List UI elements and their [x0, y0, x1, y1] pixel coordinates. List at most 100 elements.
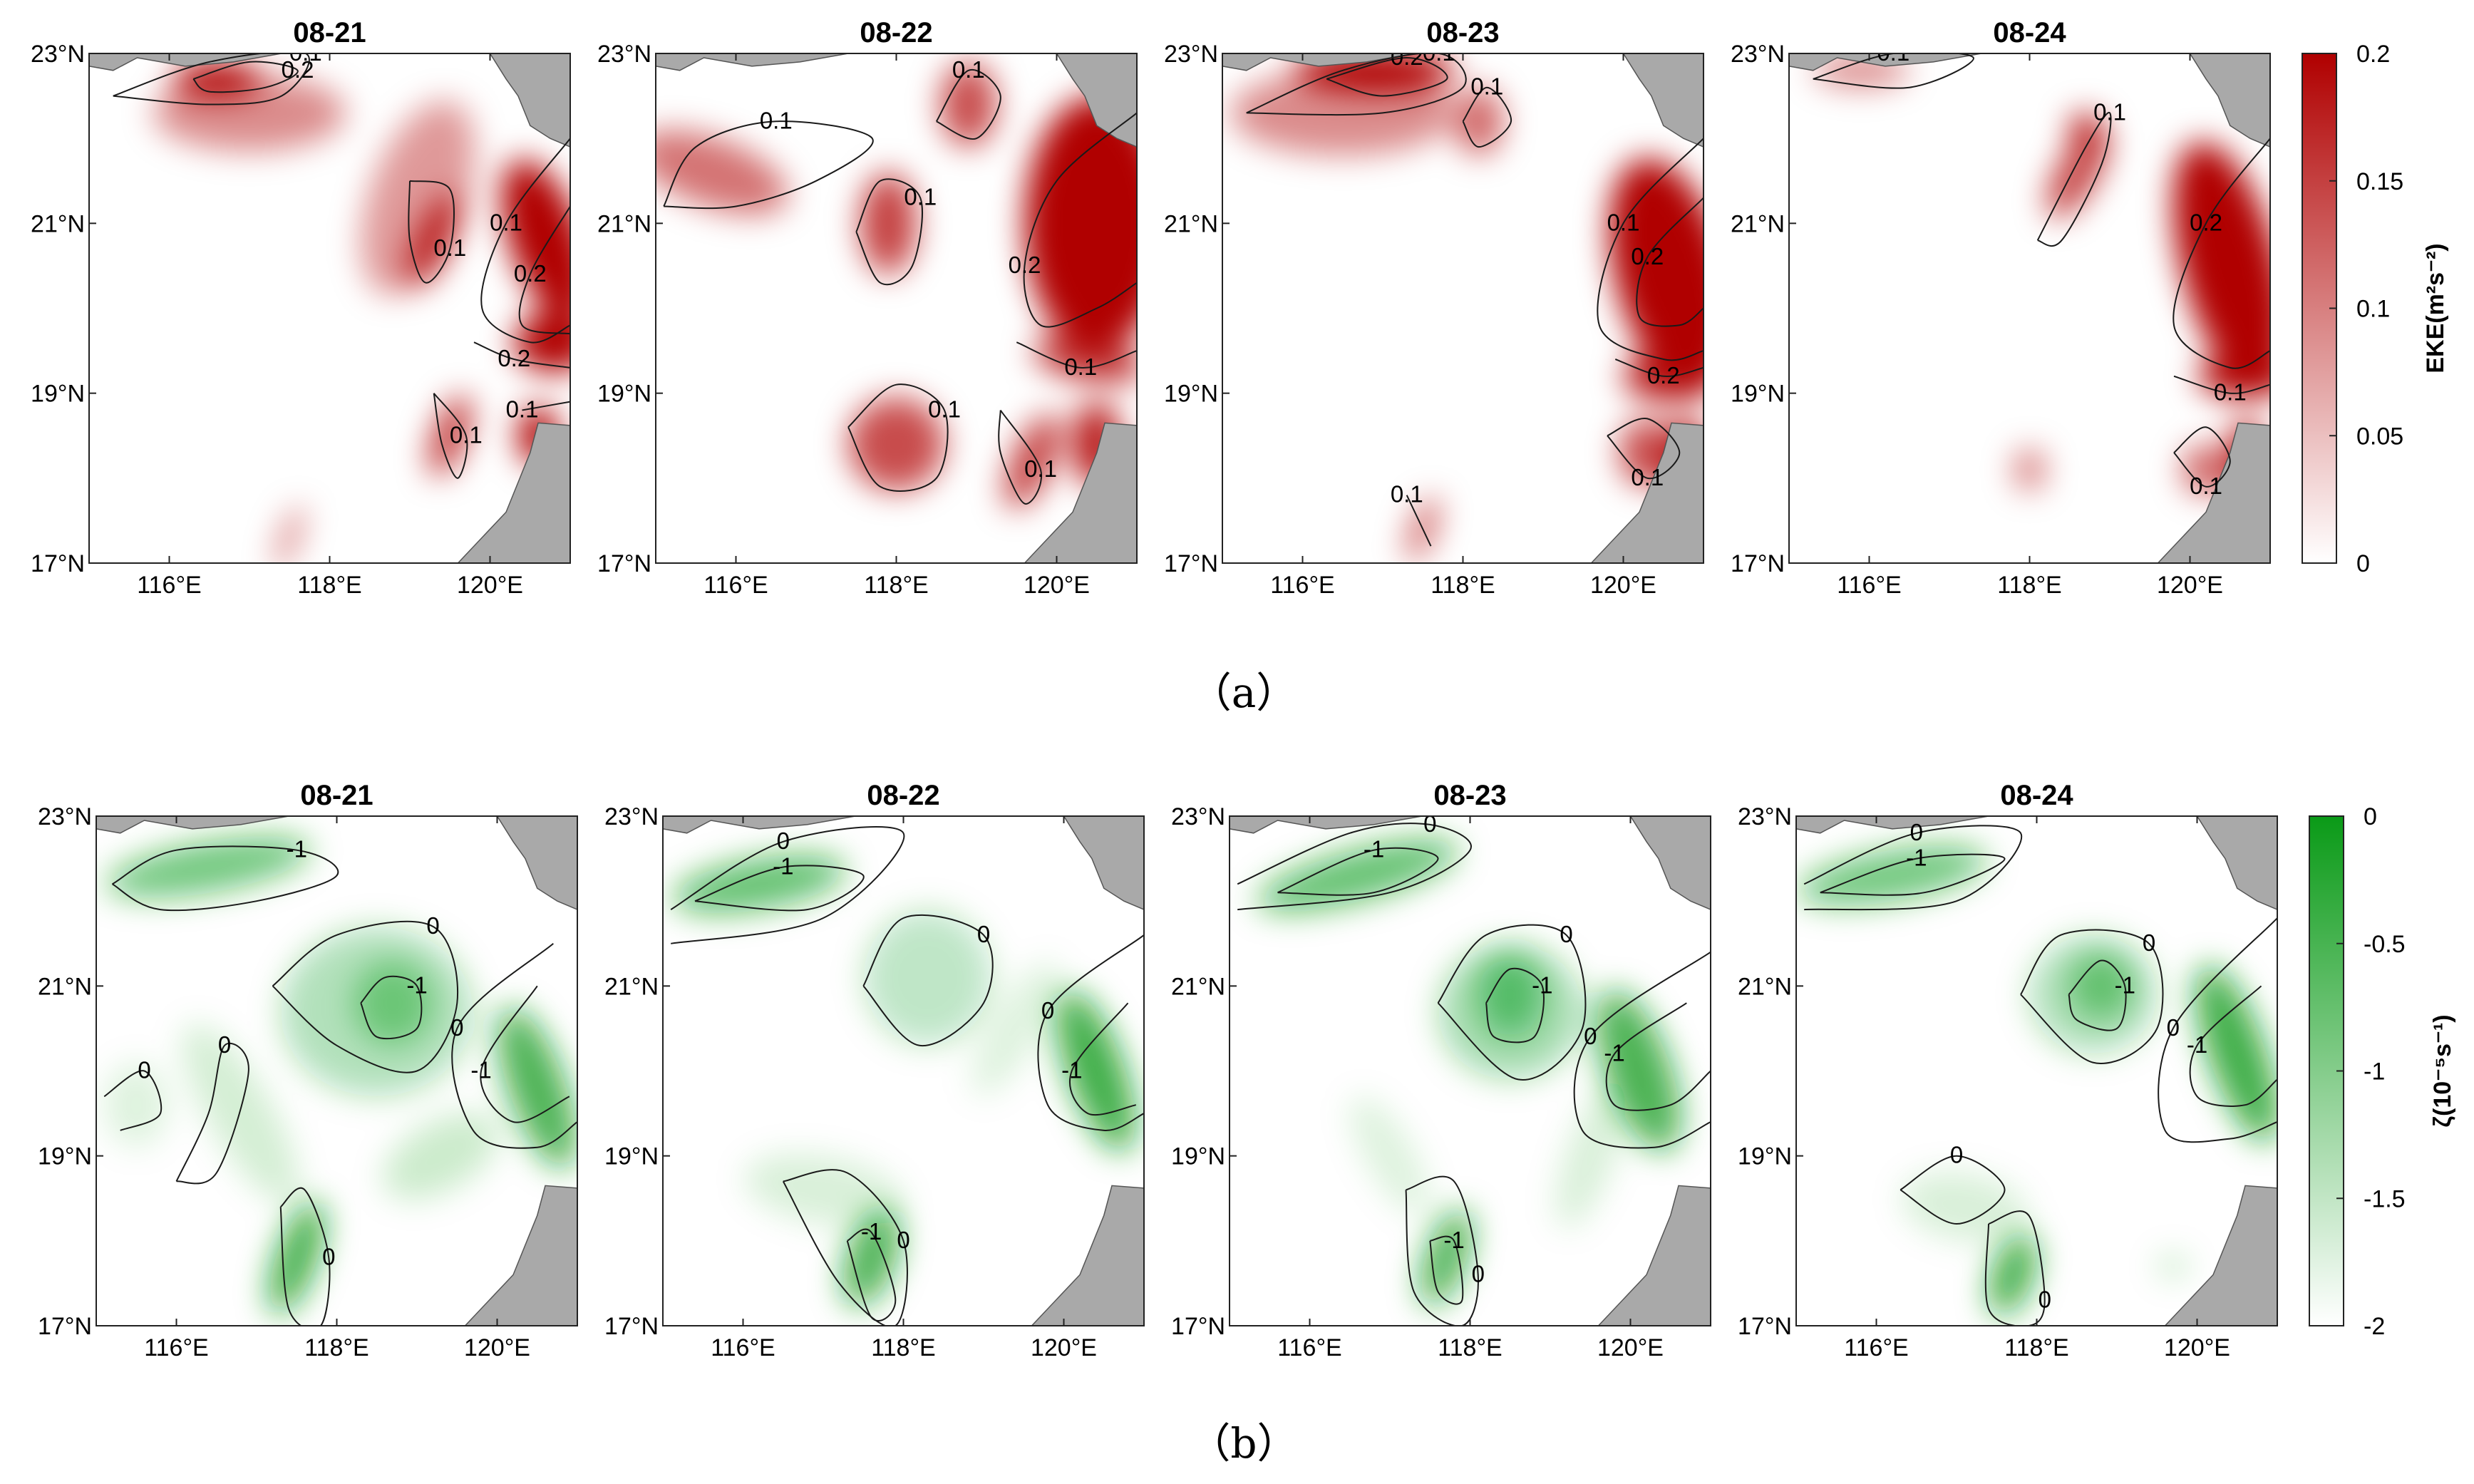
contour-line [1607, 418, 1681, 480]
y-tick-label: 19°N [31, 381, 85, 408]
contour-label: -1 [773, 853, 793, 880]
field-anomaly [2157, 1253, 2190, 1279]
colorbar-tick-label: -1 [2364, 1058, 2385, 1086]
contour-label: 0 [1041, 997, 1054, 1024]
field-anomaly [860, 172, 917, 274]
y-tick-label: 21°N [38, 973, 92, 1000]
contour-label: -1 [470, 1057, 491, 1083]
colorbar-tick-label: -0.5 [2364, 931, 2406, 958]
contour-label: -1 [1532, 972, 1552, 998]
contour-label: 0.1 [1024, 455, 1057, 482]
x-tick-label: 120°E [2157, 572, 2223, 599]
colorbar-tick-label: -2 [2364, 1313, 2385, 1340]
contour-line [862, 914, 994, 1046]
field-anomaly [428, 395, 471, 476]
x-tick-label: 116°E [1270, 572, 1334, 599]
y-tick-label: 23°N [597, 41, 651, 68]
y-tick-label: 21°N [1171, 973, 1225, 1000]
field-anomaly [2014, 448, 2046, 491]
contour-label: 0 [138, 1057, 150, 1083]
contour-label: -1 [1443, 1227, 1464, 1253]
contour-line [433, 393, 468, 479]
x-tick-label: 116°E [703, 572, 768, 599]
contour-label: 0.2 [1631, 243, 1664, 269]
y-tick-label: 23°N [604, 803, 659, 830]
contour-line [1277, 847, 1439, 896]
contour-label: 0.1 [506, 396, 539, 423]
contour-label: 0.1 [904, 184, 937, 210]
contour-label: 0.1 [1423, 39, 1455, 66]
contour-label: 0 [777, 828, 790, 854]
y-tick-label: 19°N [1738, 1143, 1792, 1170]
map-title: 08-24 [1993, 17, 2066, 48]
contour-label: 0 [2143, 929, 2155, 956]
contour-line [935, 68, 1001, 140]
x-tick-label: 118°E [1997, 572, 2061, 599]
contour-label: 0.2 [2190, 209, 2222, 235]
colorbar-label: ζ(10⁻⁵s⁻¹) [2429, 1014, 2456, 1127]
contour-label: 0.2 [1647, 362, 1680, 388]
field-anomaly [743, 1153, 903, 1227]
contour-label: 0.1 [1631, 464, 1664, 490]
field-anomaly [269, 1201, 325, 1314]
contour-label: 0.1 [490, 209, 522, 235]
contour-line [1605, 1002, 1711, 1111]
contour-line [2189, 985, 2277, 1107]
contour-line [998, 409, 1043, 505]
contour-line [1900, 1155, 2006, 1225]
field-anomaly [656, 130, 788, 215]
contour-label: 0.1 [1607, 209, 1640, 235]
contour-label: -1 [861, 1218, 882, 1245]
x-tick-label: 116°E [137, 572, 201, 599]
y-tick-label: 17°N [1164, 550, 1218, 577]
x-tick-label: 118°E [1431, 572, 1495, 599]
x-tick-label: 120°E [2164, 1334, 2230, 1361]
x-tick-label: 116°E [1277, 1334, 1341, 1361]
land-mask [1796, 816, 1989, 834]
land-mask [1622, 53, 1704, 148]
contour-line [1429, 1235, 1464, 1305]
contour-label: 0.1 [1064, 354, 1097, 380]
contour-line [1485, 967, 1545, 1044]
y-tick-label: 23°N [1164, 41, 1218, 68]
field-anomaly [1004, 414, 1061, 508]
contour-label: 0 [1910, 819, 1923, 845]
y-tick-label: 23°N [38, 803, 92, 830]
contour-line [2020, 929, 2164, 1064]
contour-label: 0 [322, 1244, 335, 1270]
contour-label: 0 [2167, 1014, 2180, 1041]
x-tick-label: 118°E [304, 1334, 368, 1361]
contour-label: 0.2 [1391, 43, 1423, 70]
contour-line [846, 1228, 897, 1321]
contour-line [2068, 959, 2127, 1031]
x-tick-label: 120°E [1590, 572, 1656, 599]
land-mask [656, 53, 849, 71]
x-tick-label: 116°E [144, 1334, 208, 1361]
y-tick-label: 23°N [1731, 41, 1785, 68]
contour-label: 0.1 [2093, 98, 2126, 125]
contour-label: 0 [1560, 921, 1572, 947]
colorbar-tick-label: 0.1 [2356, 296, 2390, 323]
contour-label: 0 [1950, 1142, 1963, 1168]
contour-line [1636, 197, 1704, 327]
contour-label: -1 [1061, 1057, 1082, 1083]
contour-label: 0.1 [1470, 73, 1503, 100]
contour-line [1803, 825, 2023, 911]
field-anomaly [1989, 1234, 2037, 1316]
land-mask [2164, 1185, 2277, 1326]
contour-line [782, 1169, 908, 1326]
contour-label: 0 [218, 1031, 231, 1058]
contour-line [2173, 138, 2270, 369]
contour-line [1037, 934, 1144, 1131]
contour-label: 0.1 [928, 396, 961, 423]
contour-label: -1 [1604, 1040, 1624, 1066]
x-tick-label: 118°E [2004, 1334, 2068, 1361]
field-anomaly [274, 505, 304, 563]
contour-line [473, 341, 570, 369]
contour-line [1237, 823, 1472, 911]
field-anomaly [501, 159, 570, 321]
land-mask [496, 816, 577, 910]
x-tick-label: 118°E [864, 572, 928, 599]
colorbar: 0 0.05 0.1 0.15 0.2 EKE(m²s⁻²) [2302, 41, 2449, 577]
